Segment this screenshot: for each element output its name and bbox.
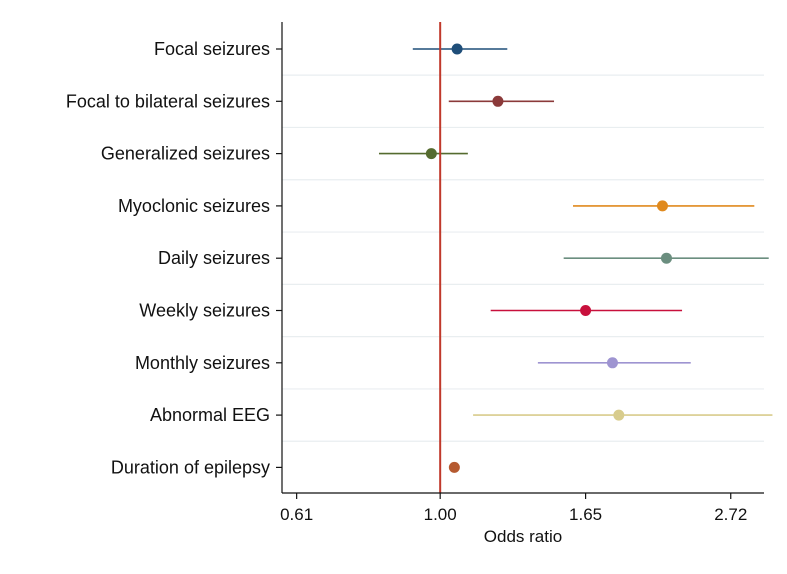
row-label: Duration of epilepsy (111, 457, 270, 477)
point-estimate (492, 95, 504, 107)
x-axis-title: Odds ratio (484, 527, 562, 546)
point-estimate (448, 461, 460, 473)
confidence-intervals (378, 48, 773, 469)
x-ticks: 0.61 1.00 1.65 2.72 (280, 493, 747, 524)
point-estimate (660, 252, 672, 264)
point-estimates (425, 43, 672, 473)
row-label: Generalized seizures (101, 144, 270, 164)
point-estimate (656, 200, 668, 212)
row-label: Monthly seizures (135, 353, 270, 373)
grid-lines (282, 74, 764, 442)
row-label: Focal to bilateral seizures (66, 91, 270, 111)
point-estimate (451, 43, 463, 55)
row-labels: Focal seizures Focal to bilateral seizure… (66, 39, 282, 477)
point-estimate (613, 409, 625, 421)
point-estimate (580, 305, 592, 316)
row-label: Myoclonic seizures (118, 196, 270, 216)
x-tick-label: 2.72 (714, 505, 747, 524)
x-tick-label: 1.65 (569, 505, 602, 524)
point-estimate (606, 357, 618, 369)
point-estimate (425, 148, 437, 160)
x-tick-label: 1.00 (424, 505, 457, 524)
row-label: Focal seizures (154, 39, 270, 59)
x-tick-label: 0.61 (280, 505, 313, 524)
row-label: Daily seizures (158, 248, 270, 268)
row-label: Abnormal EEG (150, 405, 270, 425)
row-label: Weekly seizures (139, 301, 270, 321)
